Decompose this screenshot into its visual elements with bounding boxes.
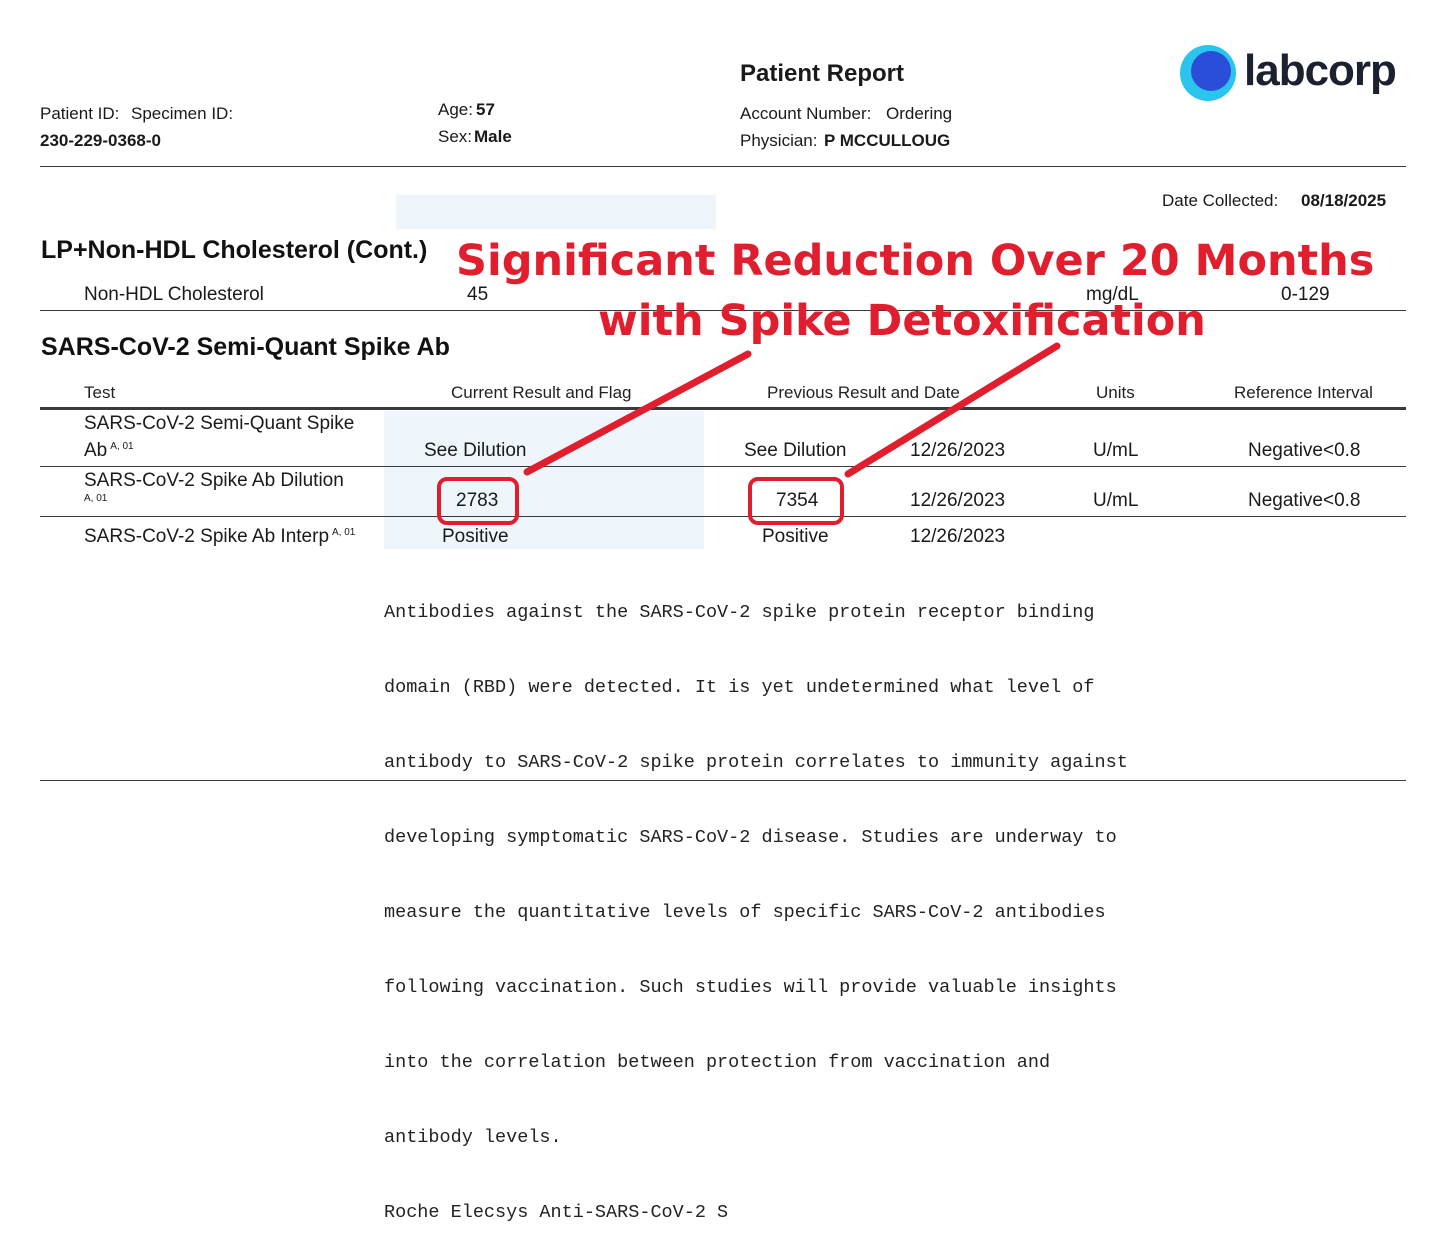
highlight-box-previous <box>748 477 844 525</box>
current-result-highlight <box>396 195 716 229</box>
table-header-divider <box>40 407 1406 410</box>
section-title-cholesterol: LP+Non-HDL Cholesterol (Cont.) <box>41 236 428 264</box>
row1-test-name: SARS-CoV-2 Semi-Quant Spike <box>84 413 355 434</box>
comment-line: into the correlation between protection … <box>384 1052 1051 1073</box>
date-collected-label: Date Collected: <box>1162 191 1279 210</box>
cholesterol-reference: 0-129 <box>1281 284 1330 305</box>
row1-superscript: A, 01 <box>110 440 134 452</box>
current-result-column-shade <box>384 411 704 549</box>
comment-line: domain (RBD) were detected. It is yet un… <box>384 677 1095 698</box>
annotation-arrows <box>523 342 1061 478</box>
row2-divider <box>40 516 1406 517</box>
specimen-id-label: Specimen ID: <box>131 104 234 123</box>
physician-label: Physician: <box>740 131 818 150</box>
col-header-reference: Reference Interval <box>1234 383 1373 402</box>
row1-test-name-line2: Ab A, 01 <box>84 440 134 461</box>
row3-test-name: SARS-CoV-2 Spike Ab Interp A, 01 <box>84 526 356 547</box>
cholesterol-current-value: 45 <box>467 284 489 305</box>
row1-previous: See Dilution <box>744 440 847 461</box>
row2-units: U/mL <box>1093 490 1139 511</box>
row2-reference: Negative<0.8 <box>1248 490 1361 511</box>
row3-previous: Positive <box>762 526 829 547</box>
comment-line: Roche Elecsys Anti-SARS-CoV-2 S <box>384 1202 729 1223</box>
comment-line: measure the quantitative levels of speci… <box>384 902 1106 923</box>
ordering-label: Ordering <box>886 104 953 123</box>
comment-line: antibody levels. <box>384 1127 562 1148</box>
row1-current: See Dilution <box>424 440 527 461</box>
col-header-test: Test <box>84 383 116 402</box>
col-header-previous: Previous Result and Date <box>767 383 960 402</box>
row3-previous-date: 12/26/2023 <box>910 526 1006 547</box>
sex-label: Sex: <box>438 127 473 146</box>
labcorp-logo-text: labcorp <box>1244 46 1397 95</box>
row3-superscript: A, 01 <box>332 526 356 538</box>
row3-current: Positive <box>442 526 509 547</box>
annotation-line2: with Spike Detoxification <box>598 296 1206 346</box>
sex-value: Male <box>474 127 512 146</box>
age-value: 57 <box>476 100 495 119</box>
row2-test-name: SARS-CoV-2 Spike Ab Dilution <box>84 470 344 491</box>
row2-current: 2783 <box>456 490 499 511</box>
annotation-line1: Significant Reduction Over 20 Months <box>456 236 1375 286</box>
highlight-box-current <box>437 477 519 525</box>
footer-divider <box>40 780 1406 781</box>
row2-superscript: A, 01 <box>84 493 108 504</box>
comment-line: developing symptomatic SARS-CoV-2 diseas… <box>384 827 1117 848</box>
cholesterol-test-name: Non-HDL Cholesterol <box>84 284 264 305</box>
section1-divider <box>40 310 1406 311</box>
row1-units: U/mL <box>1093 440 1139 461</box>
comment-line: following vaccination. Such studies will… <box>384 977 1117 998</box>
physician-value: P MCCULLOUG <box>824 131 951 150</box>
labcorp-logo-inner-circle <box>1191 51 1231 91</box>
col-header-units: Units <box>1096 383 1135 402</box>
account-number-label: Account Number: <box>740 104 872 123</box>
row1-reference: Negative<0.8 <box>1248 440 1361 461</box>
header-divider <box>40 166 1406 167</box>
comment-line: Antibodies against the SARS-CoV-2 spike … <box>384 602 1095 623</box>
date-collected-value: 08/18/2025 <box>1301 191 1387 210</box>
report-title: Patient Report <box>740 60 905 87</box>
section-title-sars: SARS-CoV-2 Semi-Quant Spike Ab <box>41 333 450 361</box>
row1-previous-date: 12/26/2023 <box>910 440 1006 461</box>
row2-previous: 7354 <box>776 490 819 511</box>
row2-previous-date: 12/26/2023 <box>910 490 1006 511</box>
cholesterol-units: mg/dL <box>1086 284 1139 305</box>
specimen-id-value: 230-229-0368-0 <box>40 131 161 150</box>
patient-id-label: Patient ID: <box>40 104 120 123</box>
col-header-current: Current Result and Flag <box>451 383 632 402</box>
arrow-to-current <box>523 350 752 476</box>
comment-line: antibody to SARS-CoV-2 spike protein cor… <box>384 752 1128 773</box>
age-label: Age: <box>438 100 473 119</box>
arrow-to-previous <box>844 342 1061 478</box>
row1-divider <box>40 466 1406 467</box>
